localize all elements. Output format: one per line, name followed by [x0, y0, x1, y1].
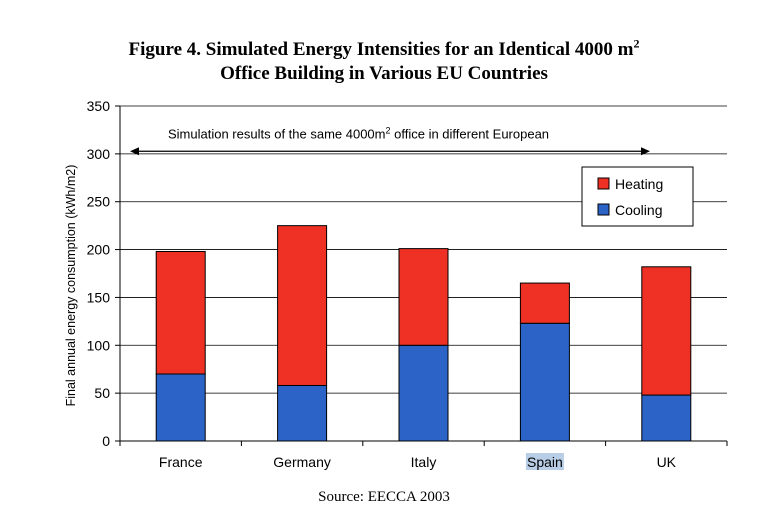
x-tick-label-spain: Spain: [527, 454, 563, 470]
bar-cooling-france: [155, 373, 206, 442]
y-tick-label: 250: [87, 194, 111, 210]
y-axis-label: Final annual energy consumption (kWh/m2): [64, 165, 78, 407]
y-tick-label: 50: [94, 385, 110, 401]
x-tick-label-italy: Italy: [411, 454, 437, 470]
legend-swatch-cooling: [597, 203, 610, 216]
chart-title: Figure 4. Simulated Energy Intensities f…: [0, 38, 768, 86]
y-tick-label: 350: [87, 98, 111, 114]
bar-heating-germany: [277, 225, 328, 386]
legend-swatch-heating: [597, 177, 610, 190]
chart-title-line2: Office Building in Various EU Countries: [220, 63, 548, 84]
bar-cooling-spain: [519, 322, 570, 442]
y-tick-label: 100: [87, 337, 111, 353]
chart-title-line1: Figure 4. Simulated Energy Intensities f…: [128, 36, 640, 60]
bar-heating-france: [155, 250, 206, 375]
y-tick-label: 300: [87, 146, 111, 162]
bar-heating-italy: [398, 248, 449, 346]
bar-cooling-germany: [277, 384, 328, 442]
bar-heating-uk: [641, 266, 692, 396]
arrow-left-icon: [130, 147, 139, 156]
legend-label-cooling: Cooling: [615, 202, 662, 218]
y-tick-label: 200: [87, 242, 111, 258]
x-tick-label-uk: UK: [657, 454, 677, 470]
category-highlight: [525, 453, 564, 470]
x-tick-label-france: France: [159, 454, 203, 470]
bar-cooling-uk: [641, 394, 692, 442]
x-tick-label-germany: Germany: [273, 454, 331, 470]
bar-heating-spain: [519, 282, 570, 324]
legend-label-heating: Heating: [615, 176, 663, 192]
arrow-right-icon: [641, 147, 650, 156]
bar-cooling-italy: [398, 344, 449, 442]
y-tick-label: 150: [87, 289, 111, 305]
y-tick-label: 0: [102, 433, 110, 449]
source-note: Source: EECCA 2003: [318, 489, 450, 505]
legend-box: [581, 166, 694, 227]
annotation-text: Simulation results of the same 4000m2 of…: [168, 125, 549, 141]
